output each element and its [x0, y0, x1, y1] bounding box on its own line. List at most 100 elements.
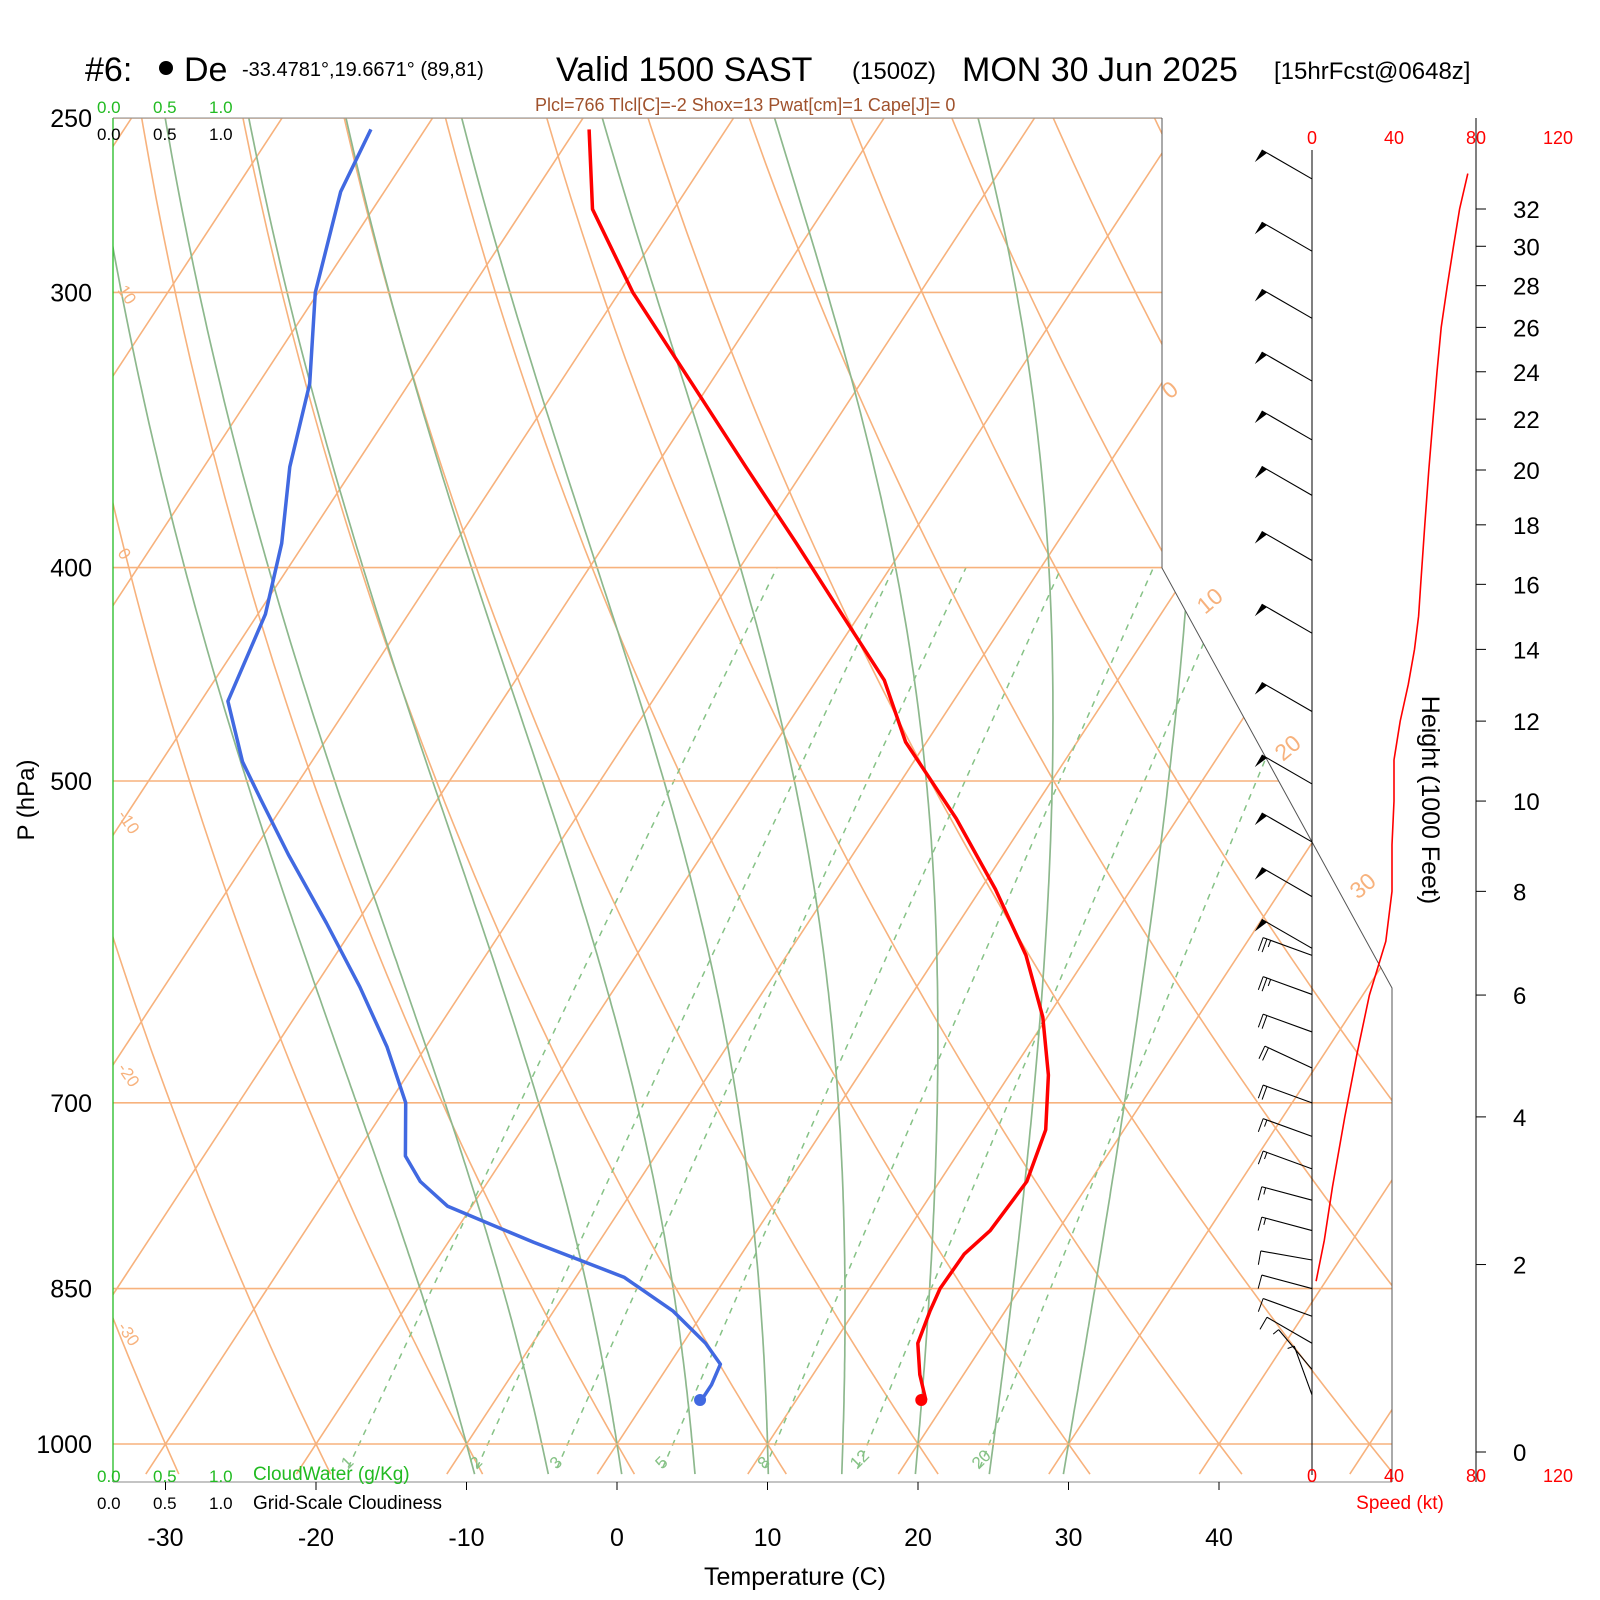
- isotherm-label: 0: [1157, 376, 1184, 404]
- wind-speed-line: [1315, 173, 1469, 1282]
- wind-barb: [1261, 867, 1313, 898]
- right-boundary-line: [1161, 118, 1393, 1482]
- temperature-tick-label: 40: [1205, 1524, 1233, 1552]
- cloud-scale-label: 0.0: [97, 98, 121, 117]
- wind-barb: [1261, 465, 1313, 496]
- isotherm-label: 10: [1192, 582, 1228, 618]
- isotherm-label: 20: [1270, 729, 1306, 765]
- mixing-ratio-line: [476, 567, 895, 1468]
- height-tick-label: 8: [1513, 879, 1526, 906]
- mixing-ratio-line: [979, 567, 1347, 1468]
- dry-adiabat-line: [492, 118, 1243, 1475]
- valid-time-z: (1500Z): [852, 58, 936, 85]
- wind-barb-pennant: [1254, 222, 1267, 235]
- cloud-scale-label: 1.0: [209, 1494, 233, 1513]
- wind-barb-pennant: [1254, 410, 1267, 424]
- cloud-scale-label: 0.5: [153, 125, 177, 144]
- isotherm-label: 30: [1345, 867, 1381, 903]
- height-tick-label: 32: [1513, 197, 1540, 224]
- temperature-tick-label: -30: [147, 1524, 183, 1552]
- pressure-tick-label: 850: [50, 1276, 92, 1304]
- wind-barb: [1262, 1118, 1313, 1137]
- dry-adiabat-line: [113, 118, 636, 1475]
- speed-tick-label: 40: [1384, 128, 1404, 148]
- wind-barb: [1261, 1274, 1313, 1290]
- wind-barb-feather: [1257, 1084, 1264, 1099]
- wind-barb-half-feather: [1263, 1187, 1267, 1195]
- wind-barb-half-feather: [1287, 1345, 1295, 1349]
- height-tick-label: 6: [1513, 983, 1526, 1010]
- height-tick-label: 18: [1513, 513, 1540, 540]
- wind-barb: [1261, 149, 1313, 180]
- pressure-tick-label: 300: [50, 279, 92, 307]
- cloud-scale-label: 0.5: [153, 98, 177, 117]
- wind-barb-half-feather: [1264, 1119, 1268, 1127]
- cloudiness-label: Grid-Scale Cloudiness: [253, 1493, 442, 1514]
- height-tick-label: 30: [1513, 234, 1540, 261]
- mixing-ratio-line: [556, 567, 967, 1468]
- wind-barb: [1261, 754, 1313, 785]
- plot-frame: [112, 117, 1393, 1483]
- cloud-scale-top: 0.0 0.5 1.0 0.0 0.5 1.0: [97, 98, 233, 144]
- temperature-tick-label: -20: [298, 1524, 334, 1552]
- wind-barb: [1262, 1013, 1313, 1033]
- height-tick-label: 24: [1513, 360, 1540, 387]
- valid-time: Valid 1500 SAST: [556, 51, 812, 89]
- wind-barb: [1262, 1150, 1313, 1170]
- wind-barb: [1261, 1186, 1313, 1201]
- wind-barb-feather: [1257, 1118, 1264, 1132]
- cloud-scale-label: 0.0: [97, 1467, 121, 1486]
- height-tick-label: 2: [1513, 1253, 1526, 1280]
- wind-barb-pennant: [1254, 466, 1267, 479]
- isotherm-line: [596, 118, 1392, 1475]
- station-coords: -33.4781°,19.6671° (89,81): [242, 59, 484, 81]
- wind-barb-pennant: [1254, 682, 1267, 695]
- sounding-indices: Plcl=766 Tlcl[C]=-2 Shox=13 Pwat[cm]=1 C…: [535, 95, 955, 115]
- station-name: De: [184, 51, 227, 89]
- height-tick-label: 26: [1513, 315, 1540, 342]
- height-tick-label: 4: [1513, 1105, 1526, 1132]
- wind-barb-feather: [1257, 1013, 1264, 1028]
- isotherm-line: [145, 118, 1176, 1475]
- speed-tick-label: 120: [1543, 128, 1573, 148]
- dry-adiabat-line: [0, 0, 27, 1474]
- wind-barb: [1262, 976, 1313, 995]
- height-tick-label: 22: [1513, 407, 1540, 434]
- moist-adiabat-line: [211, 118, 623, 1475]
- height-tick-label: 0: [1513, 1440, 1526, 1467]
- isotherm-label: 0: [114, 545, 135, 563]
- x-axis-title: Temperature (C): [704, 1563, 886, 1591]
- speed-tick-label: 0: [1307, 128, 1317, 148]
- temperature-tick-label: 20: [904, 1524, 932, 1552]
- wind-barb-feather: [1257, 1186, 1263, 1201]
- isotherm-label: -20: [114, 1060, 143, 1091]
- speed-tick-label: 0: [1307, 1466, 1317, 1486]
- surface-temperature-marker: [915, 1393, 928, 1406]
- speed-tick-label: 80: [1466, 128, 1486, 148]
- moist-adiabat-line: [302, 118, 696, 1475]
- mixing-ratio-line: [857, 567, 1238, 1468]
- cloud-scale-label: 0.5: [153, 1467, 177, 1486]
- wind-barb-feather: [1259, 1316, 1268, 1330]
- temperature-tick-label: 10: [754, 1524, 782, 1552]
- isotherm-line: [897, 118, 1392, 1475]
- wind-barb: [1261, 351, 1313, 382]
- isotherm-line: [113, 118, 122, 1475]
- wind-barb-feather: [1261, 1015, 1268, 1029]
- wind-barb: [1262, 1084, 1313, 1104]
- wind-barbs: [1254, 149, 1313, 1396]
- wind-barb: [1260, 1250, 1313, 1261]
- isotherm-line: [295, 118, 1326, 1475]
- wind-barb-half-feather: [1272, 1329, 1279, 1335]
- wind-barb: [1261, 682, 1313, 713]
- wind-barb: [1261, 918, 1313, 949]
- dry-adiabat-line: [113, 118, 332, 1475]
- wind-barb-feather: [1257, 1274, 1263, 1289]
- height-tick-label: 16: [1513, 572, 1540, 599]
- cloud-scale-bottom: 0.0 0.5 1.0 CloudWater (g/Kg) 0.0 0.5 1.…: [97, 1464, 442, 1514]
- wind-barb-feather: [1257, 1298, 1264, 1312]
- mixing-ratio-line: [662, 567, 1062, 1468]
- dry-adiabat-line: [301, 118, 939, 1475]
- moist-adiabat-line: [133, 118, 550, 1475]
